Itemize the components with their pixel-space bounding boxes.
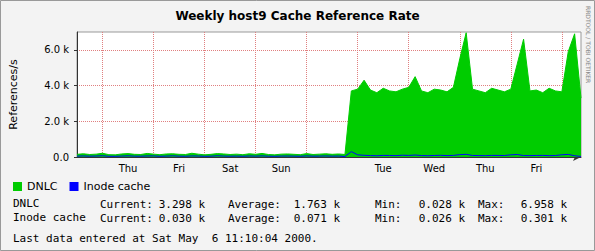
svg-text:Max:: Max: (478, 198, 505, 211)
svg-text:1.763 k: 1.763 k (294, 198, 341, 211)
svg-text:Current:: Current: (100, 198, 153, 211)
svg-text:Weekly host9 Cache Reference R: Weekly host9 Cache Reference Rate (175, 9, 419, 23)
svg-text:3.298 k: 3.298 k (159, 198, 206, 211)
svg-text:DNLC: DNLC (27, 180, 58, 193)
svg-text:2.0 k: 2.0 k (44, 116, 69, 127)
svg-text:0.301 k: 0.301 k (521, 212, 568, 225)
svg-text:Thu: Thu (475, 163, 495, 174)
svg-text:4.0 k: 4.0 k (44, 80, 69, 91)
svg-text:Current:: Current: (100, 212, 153, 225)
svg-text:Average:: Average: (228, 212, 281, 225)
svg-text:0.071 k: 0.071 k (294, 212, 341, 225)
svg-text:Fri: Fri (530, 163, 542, 174)
svg-text:Fri: Fri (173, 163, 185, 174)
svg-text:References/s: References/s (7, 59, 20, 130)
svg-text:Inode cache: Inode cache (13, 211, 86, 224)
svg-text:0.0: 0.0 (53, 152, 69, 163)
svg-text:DNLC: DNLC (13, 197, 40, 210)
svg-text:Min:: Min: (375, 212, 402, 225)
svg-text:Inode cache: Inode cache (84, 180, 151, 193)
svg-text:Min:: Min: (375, 198, 402, 211)
svg-text:0.026 k: 0.026 k (419, 212, 466, 225)
svg-text:Tue: Tue (374, 163, 392, 174)
svg-text:Wed: Wed (423, 163, 445, 174)
svg-text:0.030 k: 0.030 k (159, 212, 206, 225)
svg-text:6.958 k: 6.958 k (521, 198, 568, 211)
svg-text:Thu: Thu (118, 163, 138, 174)
svg-text:0.028 k: 0.028 k (419, 198, 466, 211)
svg-text:Sun: Sun (272, 163, 291, 174)
svg-text:Last data entered at Sat May: Last data entered at Sat May 6 11:10:04 … (13, 232, 318, 245)
svg-text:Average:: Average: (228, 198, 281, 211)
svg-text:RRDTOOL / TOBI OETIKER: RRDTOOL / TOBI OETIKER (585, 6, 592, 83)
svg-text:Sat: Sat (222, 163, 238, 174)
svg-text:Max:: Max: (478, 212, 505, 225)
svg-text:6.0 k: 6.0 k (44, 44, 69, 55)
